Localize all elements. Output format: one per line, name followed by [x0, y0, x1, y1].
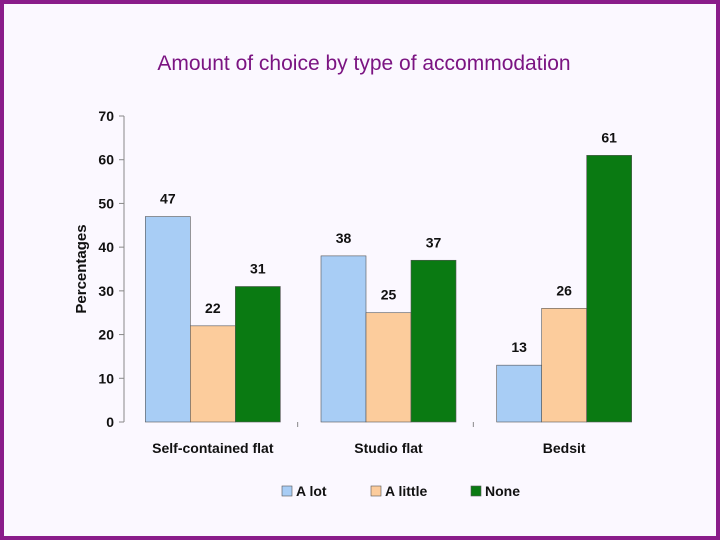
bar-a-little — [365, 312, 412, 423]
y-axis-label: Percentages — [73, 224, 90, 313]
y-tick-label: 30 — [98, 283, 114, 299]
bar-a-little — [541, 308, 587, 423]
y-tick-label: 0 — [106, 414, 114, 430]
bar-a-lot — [320, 255, 367, 423]
bar-a-little — [190, 325, 236, 423]
bar-a-lot — [496, 364, 542, 423]
bar-none — [586, 155, 632, 423]
y-tick-label: 70 — [98, 108, 114, 124]
legend-swatch-none — [470, 485, 482, 497]
bar-none — [235, 286, 281, 423]
legend-label: A lot — [296, 483, 327, 499]
data-label: 38 — [336, 230, 352, 246]
y-tick-label: 40 — [98, 239, 114, 255]
bar-a-lot — [145, 216, 191, 423]
data-label: 25 — [381, 287, 397, 303]
x-tick-label: Studio flat — [354, 440, 423, 456]
legend-swatch-a-little — [370, 485, 382, 497]
chart-title: Amount of choice by type of accommodatio… — [157, 52, 571, 75]
data-label: 47 — [160, 191, 176, 207]
bar-none — [410, 259, 457, 423]
y-tick-label: 50 — [98, 195, 114, 211]
data-label: 37 — [426, 234, 442, 250]
y-tick-label: 10 — [98, 370, 114, 386]
y-tick-label: 60 — [98, 152, 114, 168]
data-label: 13 — [511, 339, 527, 355]
bar-chart: 0 10 20 30 40 50 60 70 Percentages 47 22 31 Self-con… — [73, 108, 632, 499]
legend-label: A little — [385, 483, 427, 499]
legend-swatch-a-lot — [281, 485, 293, 497]
data-label: 61 — [601, 129, 617, 145]
y-tick-label: 20 — [98, 327, 114, 343]
data-label: 22 — [205, 300, 221, 316]
x-tick-label: Self-contained flat — [152, 440, 274, 456]
data-label: 26 — [556, 282, 572, 298]
legend-label: None — [485, 483, 520, 499]
x-tick-label: Bedsit — [543, 440, 586, 456]
data-label: 31 — [250, 260, 266, 276]
